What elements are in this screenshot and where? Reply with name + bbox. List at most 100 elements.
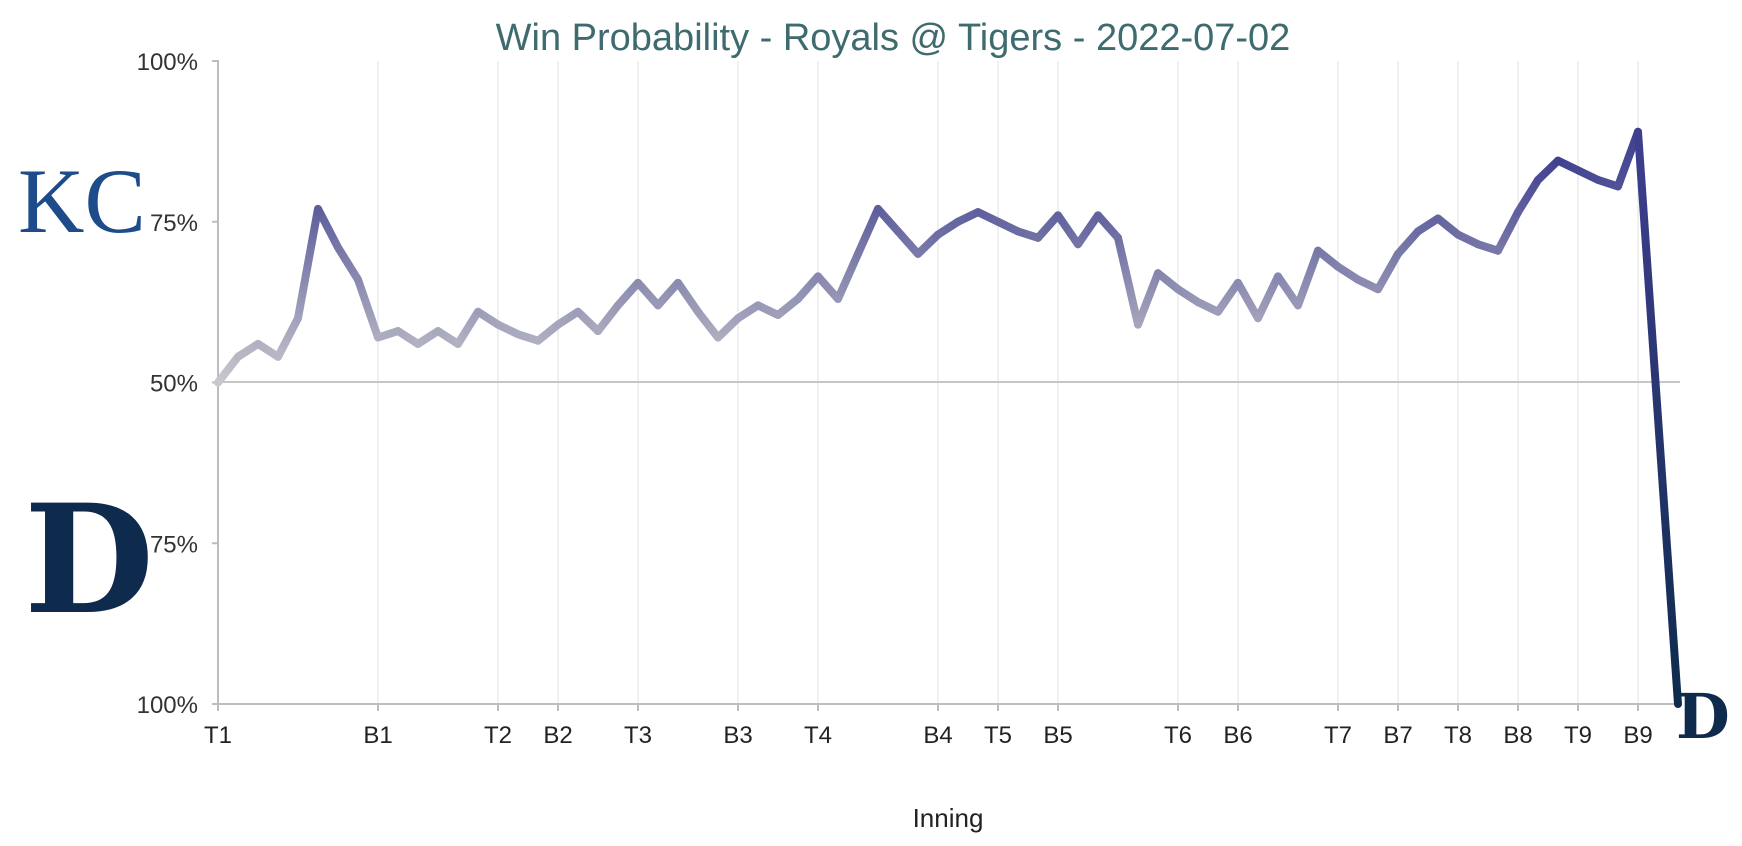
data-point bbox=[974, 208, 982, 216]
data-point bbox=[774, 311, 782, 319]
data-point bbox=[394, 327, 402, 335]
x-tick-label: T4 bbox=[804, 722, 832, 749]
x-tick-label: B7 bbox=[1383, 722, 1412, 749]
data-point bbox=[1634, 128, 1642, 136]
series-line-segment bbox=[534, 320, 562, 345]
data-point bbox=[1614, 182, 1622, 190]
series-line-segment bbox=[854, 204, 882, 258]
series-line-segment bbox=[1394, 227, 1422, 258]
series-line-segment bbox=[1034, 211, 1062, 242]
series-line-segment bbox=[654, 278, 682, 310]
tigers-logo-icon: D bbox=[24, 472, 154, 648]
data-point bbox=[854, 250, 862, 258]
tigers-logo-small-icon: D bbox=[1676, 680, 1730, 753]
x-tick-label: B6 bbox=[1223, 722, 1252, 749]
x-tick-label: B8 bbox=[1503, 722, 1532, 749]
data-point bbox=[1054, 211, 1062, 219]
data-point bbox=[594, 327, 602, 335]
series-line-segment bbox=[1434, 214, 1462, 239]
data-point bbox=[314, 205, 322, 213]
series-line-segment bbox=[1074, 211, 1102, 249]
series-line-segment bbox=[774, 294, 802, 319]
x-tick-label: B2 bbox=[543, 722, 572, 749]
series-line-segment bbox=[1154, 269, 1182, 294]
data-point bbox=[214, 378, 222, 387]
series-line-segment bbox=[1234, 278, 1262, 323]
data-point bbox=[914, 250, 922, 258]
series-line-segment bbox=[834, 249, 862, 303]
svg-text:KC: KC bbox=[18, 150, 146, 252]
x-tick-label: T8 bbox=[1444, 722, 1472, 749]
data-point bbox=[1234, 279, 1242, 287]
data-point bbox=[634, 279, 642, 287]
data-point bbox=[1114, 234, 1122, 242]
data-point bbox=[574, 308, 582, 316]
series-line-segment bbox=[1314, 246, 1342, 271]
data-point bbox=[374, 333, 382, 342]
data-point bbox=[614, 301, 622, 309]
series-line-segment bbox=[714, 314, 742, 342]
x-tick-label: T5 bbox=[984, 722, 1012, 749]
data-point bbox=[1414, 227, 1422, 235]
series-line-segment bbox=[1634, 127, 1682, 708]
data-point bbox=[554, 321, 562, 329]
data-point bbox=[414, 340, 422, 348]
series-line-segment bbox=[874, 204, 902, 236]
x-tick-label: B5 bbox=[1043, 722, 1072, 749]
series-line-segment bbox=[1294, 246, 1322, 310]
data-point bbox=[1074, 240, 1082, 248]
data-point bbox=[354, 276, 362, 284]
data-point bbox=[1134, 321, 1142, 329]
data-point bbox=[934, 231, 942, 239]
data-point bbox=[1214, 308, 1222, 316]
series-line-segment bbox=[1514, 175, 1542, 217]
svg-text:D: D bbox=[1676, 680, 1730, 753]
x-tick-label: B4 bbox=[923, 722, 952, 749]
data-point bbox=[1274, 272, 1282, 281]
data-point bbox=[1574, 166, 1582, 174]
data-point bbox=[1514, 208, 1522, 216]
data-point bbox=[234, 353, 242, 361]
series-line-segment bbox=[634, 278, 662, 310]
y-tick-label: 50% bbox=[150, 371, 198, 398]
data-point bbox=[1034, 234, 1042, 242]
data-point bbox=[814, 272, 822, 281]
royals-logo-icon: KC bbox=[18, 150, 146, 252]
series-line-segment bbox=[1134, 269, 1162, 329]
data-point bbox=[1174, 285, 1182, 293]
data-point bbox=[654, 301, 662, 309]
x-tick-label: T7 bbox=[1324, 722, 1352, 749]
data-point bbox=[1094, 211, 1102, 219]
x-tick-label: T6 bbox=[1164, 722, 1192, 749]
data-point bbox=[994, 218, 1002, 226]
data-point bbox=[1434, 214, 1442, 223]
y-tick-label: 75% bbox=[150, 531, 198, 558]
data-point bbox=[954, 218, 962, 226]
data-point bbox=[714, 333, 722, 342]
series-line-segment bbox=[614, 278, 642, 310]
data-point bbox=[1394, 250, 1402, 258]
x-tick-label: T2 bbox=[484, 722, 512, 749]
series-line-segment bbox=[214, 352, 242, 387]
series-line-segment bbox=[294, 204, 322, 323]
data-point bbox=[1494, 247, 1502, 255]
data-point bbox=[1294, 301, 1302, 309]
data-point bbox=[874, 205, 882, 213]
x-tick-label: T3 bbox=[624, 722, 652, 749]
series-line-segment bbox=[694, 307, 722, 342]
x-tick-label: B1 bbox=[363, 722, 392, 749]
series-line-segment bbox=[814, 272, 842, 303]
series-line-segment bbox=[794, 272, 822, 303]
data-point bbox=[1254, 314, 1262, 322]
data-point bbox=[534, 337, 542, 345]
series-line-segment bbox=[1534, 156, 1562, 184]
data-point bbox=[734, 314, 742, 322]
data-point bbox=[1334, 263, 1342, 271]
series-line-segment bbox=[914, 230, 942, 258]
data-point bbox=[434, 327, 442, 335]
x-tick-label: T9 bbox=[1564, 722, 1592, 749]
data-point bbox=[1314, 247, 1322, 255]
data-point bbox=[674, 279, 682, 287]
series-royals-win-probability bbox=[214, 127, 1682, 708]
